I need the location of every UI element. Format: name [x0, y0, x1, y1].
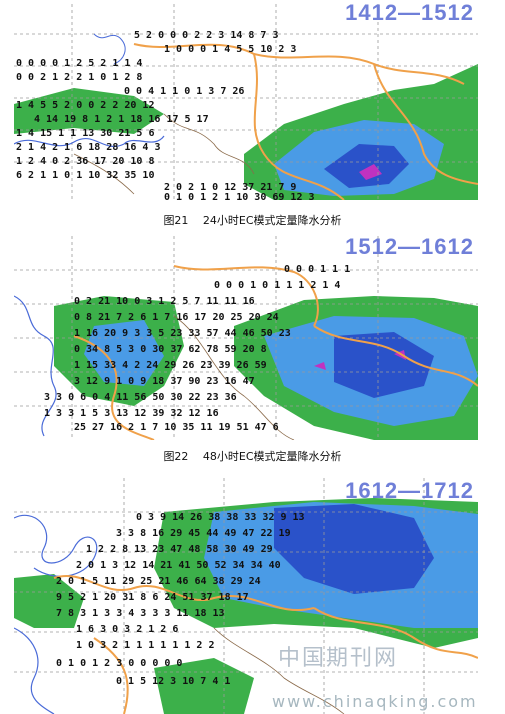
figure-caption: 图22 48小时EC模式定量降水分析	[163, 450, 342, 463]
precip-area-darkblue	[324, 144, 409, 188]
province-boundary	[93, 637, 129, 714]
precip-map-72h: 1612—1712 0 3 9 14 26 38 38 33 32 9 13 3…	[14, 478, 478, 714]
province-boundary	[133, 43, 465, 85]
precip-values-row: 1 6 3 0 3 2 1 2 6	[76, 624, 179, 635]
precip-area-magenta	[359, 164, 382, 180]
precip-values-row: 3 3 8 16 29 45 44 49 47 22 19	[116, 528, 291, 539]
precip-values-row: 2 0 1 3 12 14 21 41 50 52 34 34 40	[76, 560, 281, 571]
precip-area-magenta	[314, 362, 326, 370]
precip-map-24h-graphic	[14, 4, 478, 200]
precip-values-row: 1 4 15 1 1 13 30 21 5 6	[16, 128, 155, 139]
precip-values-row: 1 3 3 1 5 3 13 12 39 32 12 16	[44, 408, 219, 419]
precip-map-72h-graphic	[14, 478, 478, 714]
precip-values-row: 0 34 8 5 3 0 30 37 62 78 59 20 8	[74, 344, 267, 355]
province-boundary	[253, 53, 345, 200]
province-boundary	[53, 575, 315, 611]
province-boundary	[373, 63, 478, 185]
coastline	[14, 295, 57, 437]
precip-area-darkblue	[274, 504, 434, 594]
precip-values-row: 1 2 2 8 13 23 47 48 58 30 49 29	[86, 544, 273, 555]
precip-area-green	[14, 574, 84, 628]
precip-values-row: 0 0 2 1 2 2 1 0 1 2 8	[16, 72, 143, 83]
precip-values-row: 2 0 2 1 0 12 37 21 7 9	[164, 182, 297, 193]
precip-values-row: 0 1 0 1 2 3 0 0 0 0 0	[56, 658, 183, 669]
precip-values-row: 1 2 4 0 2 36 17 20 10 8	[16, 156, 155, 167]
precip-values-row: 6 2 1 1 0 1 10 32 35 10	[16, 170, 155, 181]
precip-values-row: 0 0 0 1 0 1 1 1 2 1 4	[214, 280, 341, 291]
province-boundary	[73, 335, 155, 440]
precip-values-row: 5 2 0 0 0 2 2 3 14 8 7 3	[134, 30, 279, 41]
precip-area-magenta	[394, 350, 406, 360]
precip-map-24h: 1412—1512 5 2 0 0 0 2 2 3 14 8 7 3 1 0 0…	[14, 4, 478, 200]
city-boundary	[173, 315, 295, 440]
precip-values-row: 25 27 16 2 1 7 10 35 11 19 51 47 6	[74, 422, 279, 433]
precip-values-row: 3 12 9 1 0 9 18 37 90 23 16 47	[74, 376, 255, 387]
watermark-logo: 中国期刊网	[278, 646, 399, 671]
coastline	[14, 514, 98, 577]
precip-values-row: 0 0 4 1 1 0 1 3 7 26	[124, 86, 245, 97]
watermark-url: www.chinaqking.com	[272, 692, 478, 711]
province-boundary	[313, 325, 478, 387]
precip-values-row: 0 1 5 12 3 10 7 4 1	[116, 676, 231, 687]
precip-values-row: 1 0 0 0 1 4 5 5 10 2 3	[164, 44, 297, 55]
coastline	[93, 33, 126, 65]
precip-values-row: 9 5 2 1 20 31 8 6 24 51 37 18 17	[56, 592, 249, 603]
precip-values-row: 1 15 33 4 2 24 29 26 23 39 26 59	[74, 360, 267, 371]
precip-values-row: 1 16 20 9 3 3 5 23 33 57 44 46 50 23	[74, 328, 291, 339]
precip-values-row: 2 1 4 2 1 6 18 28 16 4 3	[16, 142, 161, 153]
precip-area-darkblue	[334, 332, 434, 398]
time-range-title: 1612—1712	[345, 478, 474, 503]
figure-caption: 图21 24小时EC模式定量降水分析	[163, 214, 342, 227]
precip-map-48h-graphic	[14, 236, 478, 440]
city-boundary	[73, 153, 135, 195]
coastline	[14, 135, 165, 147]
precip-values-row: 0 0 0 0 1 2 5 2 1 1 4	[16, 58, 143, 69]
precip-values-row: 0 1 0 1 2 1 10 30 69 12 3	[164, 192, 315, 200]
precip-values-row: 2 0 1 5 11 29 25 21 46 64 38 29 24	[56, 576, 261, 587]
time-range-title: 1512—1612	[345, 236, 474, 259]
precip-values-row: 0 2 21 10 0 3 1 2 5 7 11 11 16	[74, 296, 255, 307]
city-boundary	[213, 627, 345, 714]
province-boundary	[173, 265, 319, 327]
precip-values-row: 4 14 19 8 1 2 1 18 16 17 5 17	[34, 114, 209, 125]
precip-area-blue	[84, 320, 164, 386]
precip-values-row: 0 8 21 7 2 6 1 7 16 17 20 25 20 24	[74, 312, 279, 323]
precip-map-48h: 1512—1612 0 0 0 1 1 1 0 0 0 1 0 1 1 1 2 …	[14, 236, 478, 440]
city-boundary	[163, 113, 255, 175]
province-boundary	[313, 607, 478, 659]
precip-values-row: 7 8 3 1 3 3 4 3 3 3 11 18 13	[56, 608, 225, 619]
precip-values-row: 1 4 5 5 2 0 0 2 2 20 12	[16, 100, 155, 111]
precip-values-row: 0 3 9 14 26 38 38 33 32 9 13	[136, 512, 305, 523]
coastline	[14, 627, 55, 714]
precip-values-row: 3 3 0 6 0 4 11 56 50 30 22 23 36	[44, 392, 237, 403]
precip-values-row: 0 0 0 1 1 1	[284, 264, 351, 275]
precip-area-green	[14, 88, 164, 134]
precip-values-row: 1 0 3 2 1 1 1 1 1 1 2 2	[76, 640, 215, 651]
time-range-title: 1412—1512	[345, 4, 474, 25]
